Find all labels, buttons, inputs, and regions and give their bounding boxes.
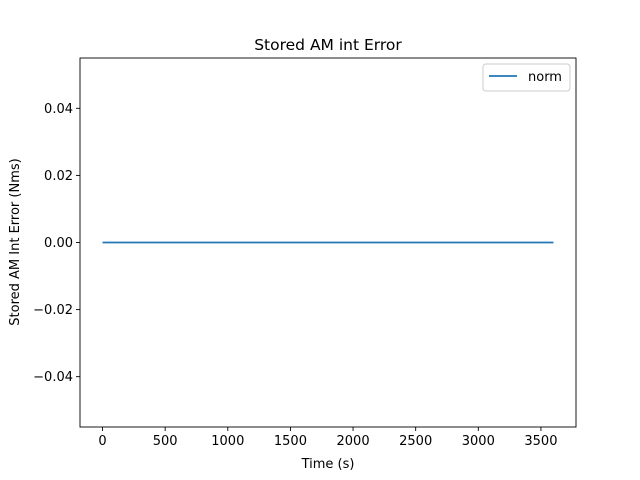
x-tick-label: 0 <box>98 434 106 449</box>
x-tick-label: 500 <box>153 434 178 449</box>
y-tick-label: 0.00 <box>44 236 73 251</box>
x-tick-label: 1000 <box>211 434 244 449</box>
chart-title: Stored AM int Error <box>254 36 402 54</box>
y-tick-label: −0.02 <box>33 303 73 318</box>
x-tick-label: 1500 <box>274 434 307 449</box>
y-tick-label: −0.04 <box>33 370 73 385</box>
x-tick-label: 2000 <box>337 434 370 449</box>
x-tick-label: 2500 <box>399 434 432 449</box>
x-tick-label: 3000 <box>462 434 495 449</box>
legend: norm <box>482 63 571 92</box>
y-tick-label: 0.04 <box>44 102 73 117</box>
x-tick-label: 3500 <box>524 434 557 449</box>
legend-label-norm: norm <box>528 70 562 85</box>
plot-area: 0 500 1000 1500 2000 2500 3000 3500 −0.04 −0.02 0.… <box>33 57 577 449</box>
y-tick-label: 0.02 <box>44 169 73 184</box>
y-axis-label: Stored AM Int Error (Nms) <box>8 158 23 325</box>
legend-box <box>482 63 571 92</box>
x-axis-label: Time (s) <box>301 457 355 472</box>
